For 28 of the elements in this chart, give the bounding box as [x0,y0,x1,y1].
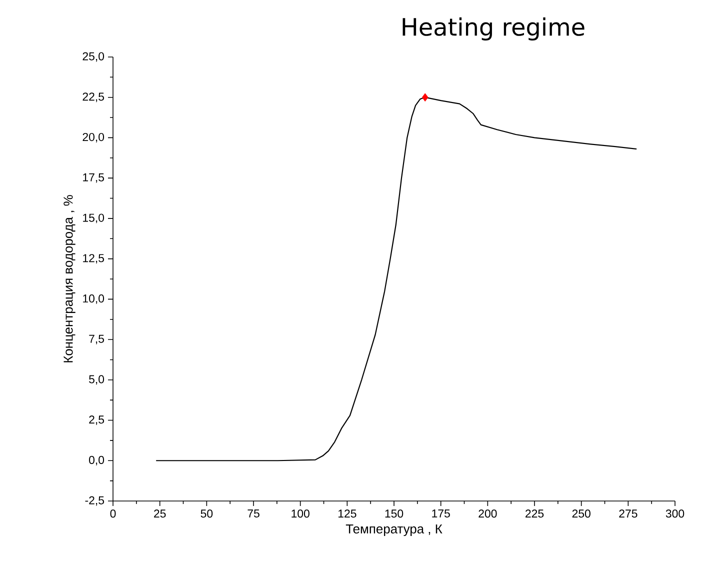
x-tick-label: 25 [154,510,166,518]
y-tick-label: 22,5 [82,92,104,102]
y-tick-label: 0,0 [89,456,104,466]
x-tick-label: 0 [110,510,116,518]
x-tick-label: 200 [478,510,497,518]
x-tick-label: 50 [200,510,213,518]
x-tick-label: 275 [619,510,638,518]
y-tick-label: 17,5 [83,173,104,183]
x-tick-label: 225 [526,510,544,518]
x-tick-label: 250 [572,510,590,518]
y-tick-label: 10,0 [83,294,104,304]
x-tick-label: 100 [292,510,310,518]
x-tick-label: 300 [666,510,684,518]
y-tick-label: 25,0 [82,52,104,62]
y-tick-label: -2,5 [85,496,104,506]
y-axis-title: Концентрация водорода , % [64,195,76,362]
x-tick-label: 150 [385,510,404,518]
x-tick-label: 125 [338,510,356,518]
x-axis-title: Температура , К [346,524,442,536]
y-tick-label: 7,5 [89,334,104,344]
y-tick-label: 20,0 [82,132,104,142]
x-tick-label: 175 [432,510,450,518]
y-tick-label: 15,0 [83,214,104,224]
y-tick-label: 2,5 [89,416,104,425]
x-tick-label: 75 [248,510,260,518]
y-tick-label: 5,0 [89,375,104,385]
chart-title: Heating regime [402,17,584,41]
y-tick-label: 12,5 [83,254,104,264]
